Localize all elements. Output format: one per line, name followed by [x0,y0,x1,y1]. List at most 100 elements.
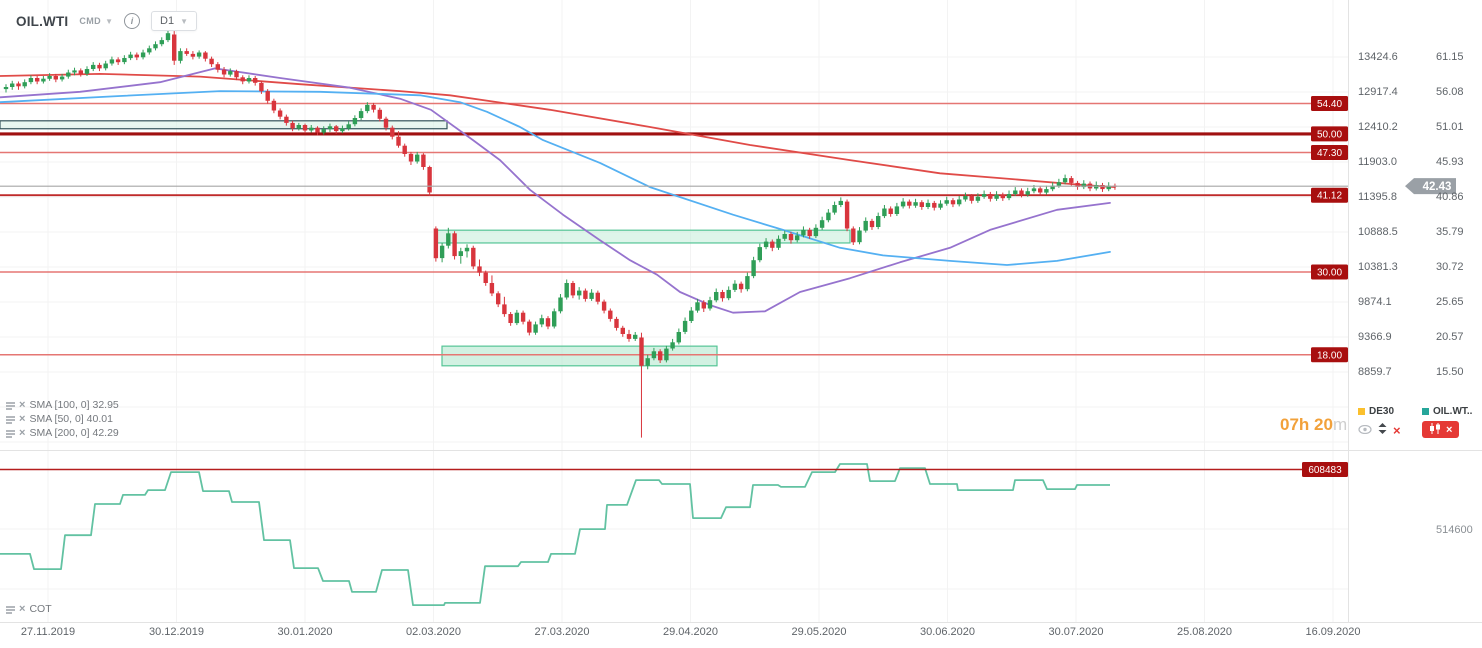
instrument-header: OIL.WTI CMD ▼ i D1 ▼ [16,11,197,31]
cot-legend: × COT [6,602,52,616]
sort-arrows-icon[interactable] [1378,421,1387,439]
watchlist-chip-de30: DE30 × [1358,406,1401,439]
price-level-badge-text: 50.00 [1317,129,1342,140]
price-axis-label-de30: 13424.6 [1358,51,1398,63]
timeframe-selector[interactable]: D1 ▼ [151,11,197,31]
price-axis-label-de30: 11395.8 [1358,191,1397,203]
price-axis-label-oil: 61.15 [1436,51,1464,63]
price-axis-label-oil: 20.57 [1436,331,1464,343]
indicator-settings-icon[interactable] [6,401,15,410]
timer-suffix: m [1332,415,1348,434]
chip-actions: × [1358,421,1401,439]
price-level-badge-text: 18.00 [1317,350,1342,361]
price-level-badge [1311,264,1348,280]
time-axis-label: 30.07.2020 [1048,626,1104,638]
support-resistance-zone[interactable] [0,120,448,130]
price-axis-label-de30: 8859.7 [1358,366,1392,378]
chip-actions: × [1422,421,1472,438]
price-level-badge-text: 41.12 [1317,191,1342,202]
price-level-badge [1311,96,1348,112]
active-chart-button[interactable]: × [1422,421,1460,439]
indicator-row-sma200: × SMA [200, 0] 42.29 [6,426,119,440]
sma-line [0,67,1111,314]
chip-header[interactable]: OIL.WT.. [1422,406,1472,417]
chip-header[interactable]: DE30 [1358,406,1401,417]
cot-level-badge [1302,462,1348,477]
eye-icon[interactable] [1358,421,1372,439]
close-icon[interactable]: × [19,399,26,411]
price-axis-label-de30: 12410.2 [1358,121,1398,133]
price-axis-label-oil: 25.65 [1436,296,1464,308]
sma-line [0,90,1111,266]
price-axis-label-de30: 12917.4 [1358,86,1398,98]
indicator-label: SMA [50, 0] 40.01 [29,413,113,425]
indicator-settings-icon[interactable] [6,415,15,424]
watchlist-chip-oil: OIL.WT.. × [1422,406,1472,438]
time-axis-label: 27.03.2020 [534,626,590,638]
chip-label: DE30 [1369,406,1395,417]
price-level-badge-text: 54.40 [1317,99,1342,110]
indicator-settings-icon[interactable] [6,605,15,614]
indicator-row-sma50: × SMA [50, 0] 40.01 [6,412,119,426]
price-level-badge [1311,347,1348,363]
close-icon[interactable]: × [19,427,26,439]
indicator-label: COT [29,603,52,615]
price-level-badge-text: 47.30 [1317,148,1342,159]
indicator-settings-icon[interactable] [6,429,15,438]
session-close-timer: 07h 20m [1280,415,1347,435]
chevron-down-icon[interactable]: ▼ [105,16,114,26]
price-axis-label-oil: 15.50 [1436,366,1464,378]
indicator-row-cot: × COT [6,602,52,616]
current-price-badge [1405,178,1456,195]
remove-icon[interactable]: × [1393,422,1401,438]
instrument-symbol: OIL.WTI [16,13,69,29]
close-icon[interactable]: × [1446,423,1453,436]
cot-level-badge-text: 608483 [1308,465,1342,476]
price-axis-label-oil: 30.72 [1436,261,1464,273]
chip-label: OIL.WT.. [1433,406,1473,417]
candlestick-series [3,29,1118,438]
time-axis-label: 27.11.2019 [20,626,76,638]
time-axis-label: 25.08.2020 [1176,626,1233,638]
price-axis-label-oil: 40.86 [1436,191,1464,203]
indicator-row-sma100: × SMA [100, 0] 32.95 [6,398,119,412]
price-axis-label-de30: 10888.5 [1358,226,1398,238]
cot-axis-label: 514600 [1436,523,1473,536]
series-color-swatch [1422,408,1429,415]
time-axis-label: 02.03.2020 [405,626,462,638]
candlestick-icon [1429,421,1441,439]
price-axis-label-de30: 11903.0 [1358,156,1397,168]
timeframe-value: D1 [160,15,175,27]
price-level-badge [1311,145,1348,161]
time-axis-label: 30.01.2020 [277,626,333,638]
chevron-down-icon: ▼ [180,16,188,26]
time-axis-label: 29.04.2020 [662,626,719,638]
indicator-label: SMA [100, 0] 32.95 [29,399,119,411]
sma-line [0,73,1116,189]
price-axis-label-de30: 9366.9 [1358,331,1392,343]
timer-value: 07h 20 [1280,415,1333,434]
price-axis-label-oil: 45.93 [1436,156,1464,168]
price-level-badge [1311,187,1348,203]
time-axis-label: 16.09.2020 [1305,626,1361,638]
price-level-badge-text: 30.00 [1317,267,1342,278]
sma-legend: × SMA [100, 0] 32.95 × SMA [50, 0] 40.01… [6,398,119,440]
price-level-badge [1311,126,1348,142]
price-axis-label-de30: 10381.3 [1358,261,1398,273]
series-color-swatch [1358,408,1365,415]
info-icon[interactable]: i [124,13,141,29]
time-axis-label: 29.05.2020 [791,626,847,638]
close-icon[interactable]: × [19,413,26,425]
price-axis-label-de30: 9874.1 [1358,296,1392,308]
time-axis-label: 30.06.2020 [919,626,976,638]
current-price-badge-text: 42.43 [1423,181,1452,193]
close-icon[interactable]: × [19,603,26,615]
support-resistance-zone[interactable] [441,345,718,367]
instrument-market: CMD [79,16,102,26]
price-axis-label-oil: 51.01 [1436,121,1464,133]
price-axis-label-oil: 35.79 [1436,226,1464,238]
cot-line [0,463,1110,606]
indicator-label: SMA [200, 0] 42.29 [29,427,119,439]
